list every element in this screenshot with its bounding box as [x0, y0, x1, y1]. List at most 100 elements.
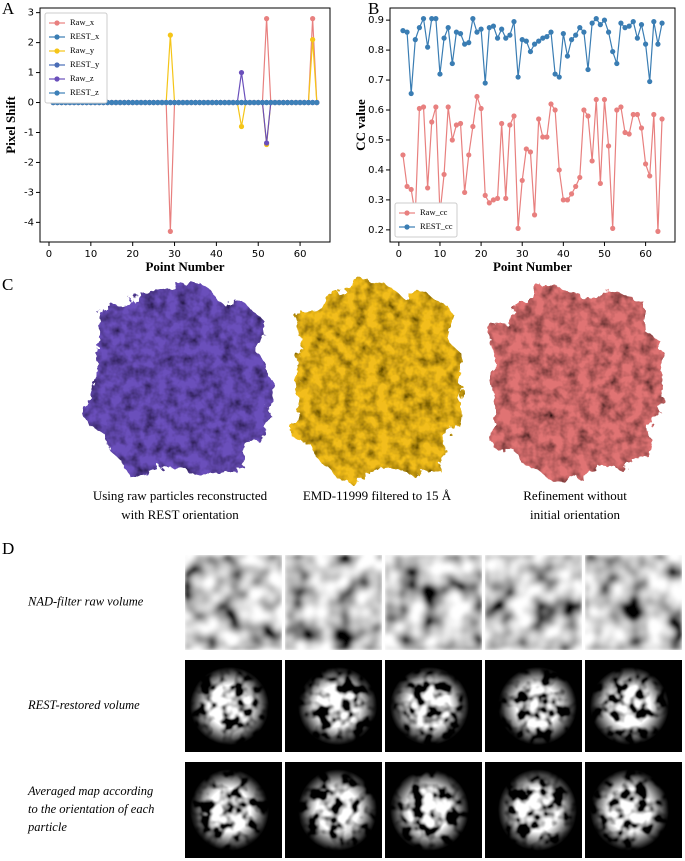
- data-point: [416, 105, 423, 112]
- data-point: [217, 99, 224, 106]
- data-point: [264, 99, 270, 106]
- data-point: [638, 125, 645, 131]
- data-point: [540, 134, 546, 140]
- data-point: [268, 99, 274, 106]
- data-point: [655, 41, 661, 47]
- data-point: [238, 69, 245, 76]
- y-tick-label: -3: [24, 187, 34, 198]
- data-point: [138, 99, 144, 106]
- x-axis-label: Point Number: [493, 259, 572, 274]
- data-point: [659, 20, 665, 26]
- data-point: [503, 35, 509, 41]
- data-point: [205, 99, 211, 106]
- data-point: [601, 17, 608, 23]
- legend-label: REST_x: [70, 31, 100, 41]
- data-point: [226, 99, 232, 106]
- data-point: [462, 41, 468, 47]
- data-point: [647, 78, 653, 85]
- row-label: REST-restored volume: [27, 698, 140, 712]
- y-tick-label: 1: [28, 68, 34, 79]
- data-point: [511, 19, 517, 25]
- y-tick-label: 0.4: [368, 165, 384, 176]
- y-axis-label: Pixel Shift: [3, 96, 18, 154]
- legend-label: Raw_y: [70, 45, 95, 55]
- y-tick-label: 0.3: [368, 195, 384, 206]
- data-point: [429, 119, 435, 125]
- data-point: [564, 197, 571, 203]
- data-point: [449, 60, 455, 67]
- data-point: [536, 38, 542, 44]
- x-tick-label: 0: [396, 249, 402, 260]
- data-point: [548, 101, 554, 107]
- data-point: [433, 16, 439, 22]
- x-tick-label: 50: [598, 249, 611, 260]
- data-point: [264, 140, 270, 146]
- data-point: [642, 161, 649, 167]
- data-point: [577, 25, 583, 31]
- data-point: [655, 228, 661, 234]
- data-point: [552, 71, 558, 77]
- x-tick-label: 60: [294, 249, 307, 260]
- data-point: [527, 149, 534, 155]
- data-point: [507, 32, 513, 38]
- data-point: [614, 107, 620, 113]
- legend-label: Raw_cc: [420, 207, 448, 217]
- data-point: [490, 23, 497, 29]
- data-point: [408, 90, 414, 97]
- data-point: [642, 41, 649, 47]
- data-point: [507, 122, 513, 128]
- data-point: [499, 120, 505, 127]
- data-point: [167, 228, 173, 234]
- data-point: [486, 25, 492, 31]
- volume-slice: [585, 762, 682, 858]
- data-point: [264, 16, 270, 22]
- data-point: [651, 19, 657, 25]
- data-point: [527, 48, 534, 55]
- y-tick-label: 0.2: [368, 225, 384, 236]
- data-point: [482, 192, 488, 199]
- data-point: [146, 99, 153, 106]
- density-map: [291, 279, 463, 484]
- data-point: [445, 104, 451, 110]
- legend-marker: [54, 76, 60, 82]
- map-caption: with REST orientation: [121, 507, 239, 522]
- y-tick-label: 0.6: [368, 105, 384, 116]
- data-point: [647, 173, 653, 179]
- data-point: [251, 99, 257, 106]
- data-point: [610, 48, 616, 55]
- data-point: [597, 22, 603, 28]
- data-point: [121, 99, 127, 106]
- data-point: [201, 99, 207, 106]
- data-point: [494, 35, 501, 41]
- data-point: [564, 53, 571, 59]
- data-point: [142, 99, 148, 106]
- volume-slice: [485, 762, 582, 858]
- data-point: [130, 99, 136, 106]
- legend-label: REST_y: [70, 59, 100, 69]
- legend-box: [44, 12, 108, 104]
- data-point: [486, 200, 492, 206]
- data-point: [544, 34, 550, 40]
- y-tick-label: -4: [24, 217, 34, 228]
- legend-label: Raw_z: [70, 73, 94, 83]
- panel-label: B: [368, 0, 379, 18]
- data-point: [593, 96, 599, 103]
- data-point: [581, 107, 587, 113]
- volume-slice: [485, 555, 582, 650]
- legend-marker: [54, 34, 60, 40]
- data-point: [429, 16, 435, 22]
- data-point: [289, 99, 295, 106]
- data-point: [552, 107, 558, 113]
- data-point: [519, 37, 525, 43]
- data-point: [634, 111, 640, 118]
- data-point: [544, 134, 550, 140]
- data-point: [449, 137, 455, 143]
- volume-slice: [385, 660, 482, 752]
- x-tick-label: 60: [639, 249, 652, 260]
- row-label: to the orientation of each: [28, 802, 154, 816]
- data-point: [466, 40, 472, 46]
- map-caption: initial orientation: [530, 507, 620, 522]
- data-point: [573, 32, 579, 38]
- data-point: [272, 99, 278, 106]
- data-point: [556, 167, 562, 173]
